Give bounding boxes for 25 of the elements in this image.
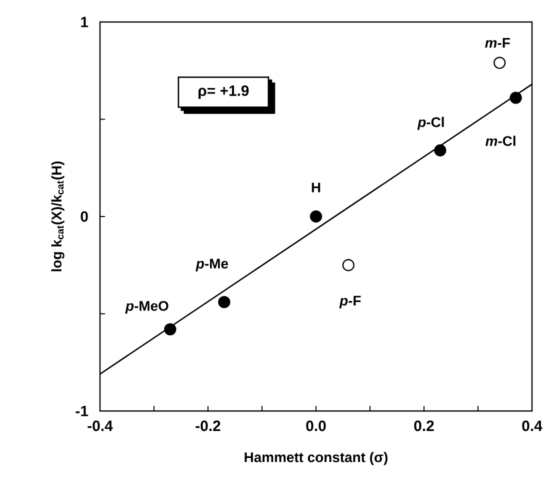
annotation: p-Cl [417,116,444,130]
annotation: p-F [339,296,361,308]
x-axis-title: Hammett constant (σ) [244,452,388,465]
point [310,210,322,223]
point [164,323,176,336]
x-tick-label: 0.2 [414,420,434,432]
x-tick-label: 0.4 [522,420,542,432]
y-tick-label: 1 [81,16,88,28]
point [218,296,230,308]
point [510,92,522,104]
annotation: p-MeO [125,300,168,314]
y-tick-label: -1 [76,406,88,416]
annotation: p-Me [196,258,228,272]
x-tick-label: -0.4 [88,420,113,432]
annotation: ρ= +1.9 [198,85,249,99]
annotation: m-Cl [486,136,516,146]
y-axis-title: log k$_{cat}$(X)/k$_{cat}$(H) [51,162,64,272]
point [434,144,446,156]
point [494,56,506,69]
x-tick-label: 0.0 [306,420,326,432]
annotation: H [312,182,320,192]
y-tick-label: 0 [80,211,88,222]
annotation: m-F [485,38,510,48]
x-tick-label: -0.2 [196,420,220,432]
point [342,259,354,272]
